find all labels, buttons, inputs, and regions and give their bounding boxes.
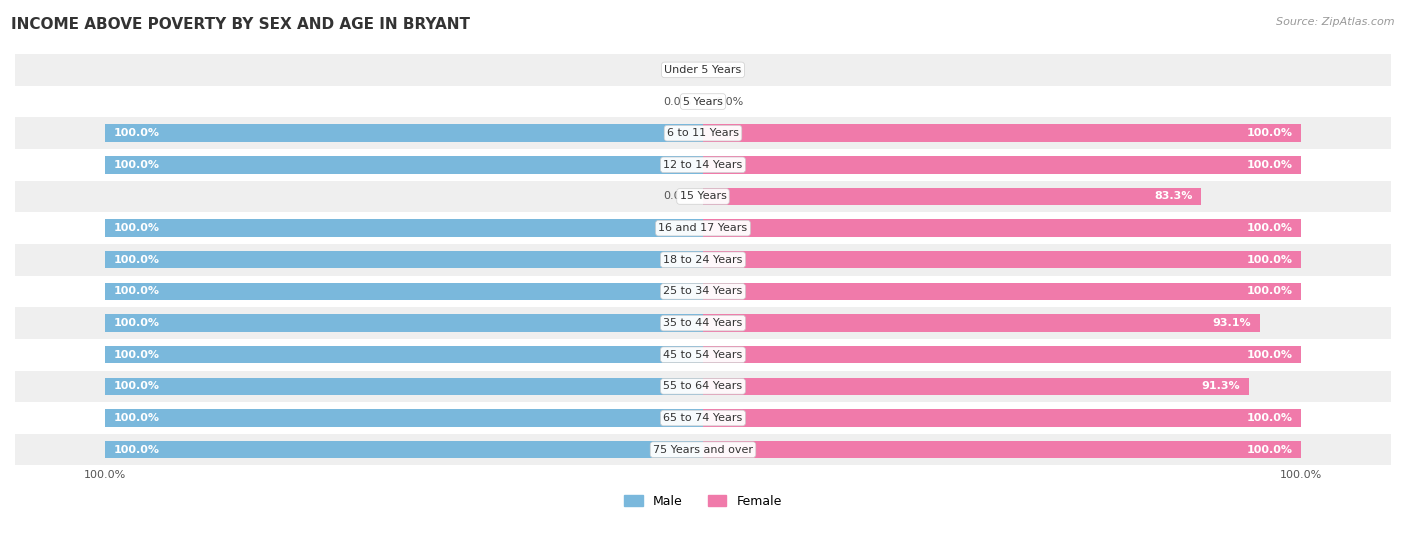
- Bar: [15, 212, 1391, 244]
- Text: 0.0%: 0.0%: [662, 65, 690, 75]
- Bar: [15, 371, 1391, 402]
- Bar: [703, 441, 1302, 458]
- Text: 100.0%: 100.0%: [1246, 445, 1292, 455]
- Bar: [703, 314, 1260, 332]
- Bar: [703, 219, 1302, 237]
- Bar: [104, 124, 703, 142]
- Bar: [104, 283, 703, 300]
- Text: 100.0%: 100.0%: [114, 223, 160, 233]
- Bar: [104, 410, 703, 427]
- Text: 100.0%: 100.0%: [114, 413, 160, 423]
- Legend: Male, Female: Male, Female: [619, 490, 787, 513]
- Bar: [15, 307, 1391, 339]
- Bar: [703, 410, 1302, 427]
- Text: 6 to 11 Years: 6 to 11 Years: [666, 128, 740, 138]
- Text: 100.0%: 100.0%: [114, 128, 160, 138]
- Text: INCOME ABOVE POVERTY BY SEX AND AGE IN BRYANT: INCOME ABOVE POVERTY BY SEX AND AGE IN B…: [11, 17, 470, 32]
- Bar: [15, 86, 1391, 117]
- Text: 100.0%: 100.0%: [114, 318, 160, 328]
- Text: 0.0%: 0.0%: [716, 97, 744, 107]
- Text: 100.0%: 100.0%: [1246, 128, 1292, 138]
- Text: 100.0%: 100.0%: [114, 160, 160, 170]
- Bar: [15, 434, 1391, 465]
- Text: 15 Years: 15 Years: [679, 191, 727, 201]
- Text: 100.0%: 100.0%: [114, 286, 160, 296]
- Bar: [104, 251, 703, 268]
- Bar: [104, 219, 703, 237]
- Text: 5 Years: 5 Years: [683, 97, 723, 107]
- Bar: [15, 54, 1391, 86]
- Bar: [104, 378, 703, 395]
- Bar: [703, 251, 1302, 268]
- Text: 100.0%: 100.0%: [1246, 413, 1292, 423]
- Text: 16 and 17 Years: 16 and 17 Years: [658, 223, 748, 233]
- Bar: [15, 244, 1391, 276]
- Text: 100.0%: 100.0%: [114, 255, 160, 265]
- Bar: [15, 117, 1391, 149]
- Bar: [15, 339, 1391, 371]
- Text: 93.1%: 93.1%: [1212, 318, 1251, 328]
- Bar: [104, 346, 703, 363]
- Bar: [703, 188, 1201, 205]
- Text: 100.0%: 100.0%: [114, 445, 160, 455]
- Text: 100.0%: 100.0%: [114, 381, 160, 391]
- Bar: [15, 276, 1391, 307]
- Text: 100.0%: 100.0%: [1246, 350, 1292, 360]
- Text: 0.0%: 0.0%: [662, 191, 690, 201]
- Text: Under 5 Years: Under 5 Years: [665, 65, 741, 75]
- Bar: [104, 314, 703, 332]
- Text: 100.0%: 100.0%: [1246, 223, 1292, 233]
- Bar: [703, 346, 1302, 363]
- Text: 35 to 44 Years: 35 to 44 Years: [664, 318, 742, 328]
- Text: 100.0%: 100.0%: [1246, 160, 1292, 170]
- Bar: [703, 156, 1302, 174]
- Text: 0.0%: 0.0%: [716, 65, 744, 75]
- Bar: [15, 149, 1391, 181]
- Text: 91.3%: 91.3%: [1202, 381, 1240, 391]
- Text: 83.3%: 83.3%: [1154, 191, 1192, 201]
- Text: 100.0%: 100.0%: [83, 470, 127, 480]
- Bar: [104, 441, 703, 458]
- Text: 18 to 24 Years: 18 to 24 Years: [664, 255, 742, 265]
- Bar: [703, 378, 1249, 395]
- Text: 45 to 54 Years: 45 to 54 Years: [664, 350, 742, 360]
- Text: 100.0%: 100.0%: [1246, 255, 1292, 265]
- Bar: [15, 181, 1391, 212]
- Text: 100.0%: 100.0%: [114, 350, 160, 360]
- Bar: [703, 124, 1302, 142]
- Bar: [15, 402, 1391, 434]
- Bar: [703, 283, 1302, 300]
- Bar: [104, 156, 703, 174]
- Text: 12 to 14 Years: 12 to 14 Years: [664, 160, 742, 170]
- Text: 0.0%: 0.0%: [662, 97, 690, 107]
- Text: 100.0%: 100.0%: [1279, 470, 1323, 480]
- Text: 100.0%: 100.0%: [1246, 286, 1292, 296]
- Text: Source: ZipAtlas.com: Source: ZipAtlas.com: [1277, 17, 1395, 27]
- Text: 55 to 64 Years: 55 to 64 Years: [664, 381, 742, 391]
- Text: 25 to 34 Years: 25 to 34 Years: [664, 286, 742, 296]
- Text: 65 to 74 Years: 65 to 74 Years: [664, 413, 742, 423]
- Text: 75 Years and over: 75 Years and over: [652, 445, 754, 455]
